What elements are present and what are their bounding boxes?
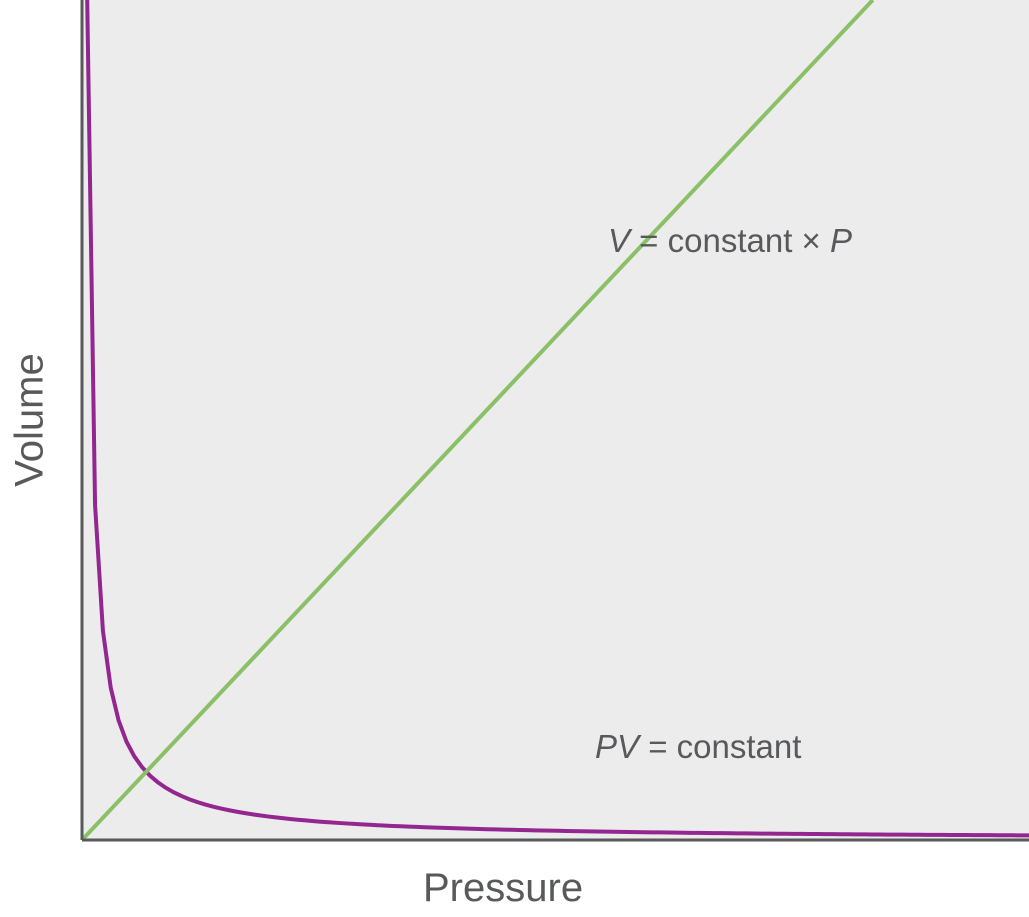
pv-chart: Pressure Volume V = constant × P PV = co… bbox=[0, 0, 1029, 917]
linear-label-mid: = constant × bbox=[630, 222, 830, 259]
y-axis-label: Volume bbox=[8, 353, 53, 486]
hyper-label-rest: = constant bbox=[639, 728, 801, 765]
linear-label-p: P bbox=[830, 222, 852, 259]
hyperbola-curve-label: PV = constant bbox=[595, 728, 801, 766]
hyper-label-pv: PV bbox=[595, 728, 639, 765]
linear-curve-label: V = constant × P bbox=[608, 222, 852, 260]
chart-svg bbox=[0, 0, 1029, 917]
x-axis-label: Pressure bbox=[423, 866, 583, 911]
linear-label-v: V bbox=[608, 222, 630, 259]
